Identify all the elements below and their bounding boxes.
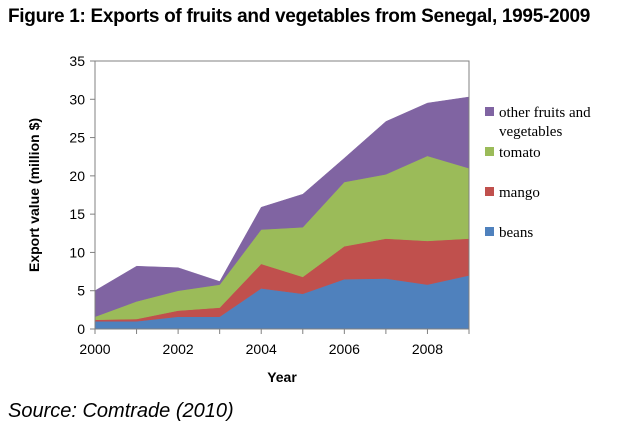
x-tick-label: 2008: [412, 341, 443, 357]
legend-swatch: [485, 187, 494, 196]
legend-label: tomato: [499, 145, 541, 161]
legend-swatch: [485, 227, 494, 236]
x-tick-label: 2004: [246, 341, 277, 357]
plot-frame: [94, 60, 470, 330]
figure-title: Figure 1: Exports of fruits and vegetabl…: [8, 6, 591, 27]
legend-label: other fruits and vegetables: [499, 105, 591, 140]
y-tick-label: 25: [69, 130, 85, 146]
y-axis-title: Export value (million $): [26, 118, 42, 272]
y-tick-label: 35: [69, 53, 85, 69]
legend-label: mango: [499, 185, 540, 201]
axes-layer: [94, 60, 470, 330]
y-tick-label: 30: [69, 91, 85, 107]
legend-swatch: [485, 107, 494, 116]
ticks-layer: 0 5 10 15 20 25 30 35 2000 2002 2004 2006 2008: [69, 53, 470, 357]
x-axis-title: Year: [267, 369, 297, 385]
legend: other fruits and vegetables tomato mango bea…: [485, 105, 591, 241]
y-tick-label: 20: [69, 168, 85, 184]
legend-swatch: [485, 147, 494, 156]
x-tick-label: 2006: [329, 341, 360, 357]
y-tick-label: 0: [77, 321, 85, 337]
source-note: Source: Comtrade (2010): [8, 400, 234, 422]
legend-label: beans: [499, 225, 533, 241]
y-tick-label: 5: [77, 283, 85, 299]
y-tick-label: 15: [69, 206, 85, 222]
x-tick-label: 2002: [163, 341, 194, 357]
area-layer: [94, 96, 470, 330]
y-tick-label: 10: [69, 244, 85, 260]
x-tick-label: 2000: [79, 341, 110, 357]
